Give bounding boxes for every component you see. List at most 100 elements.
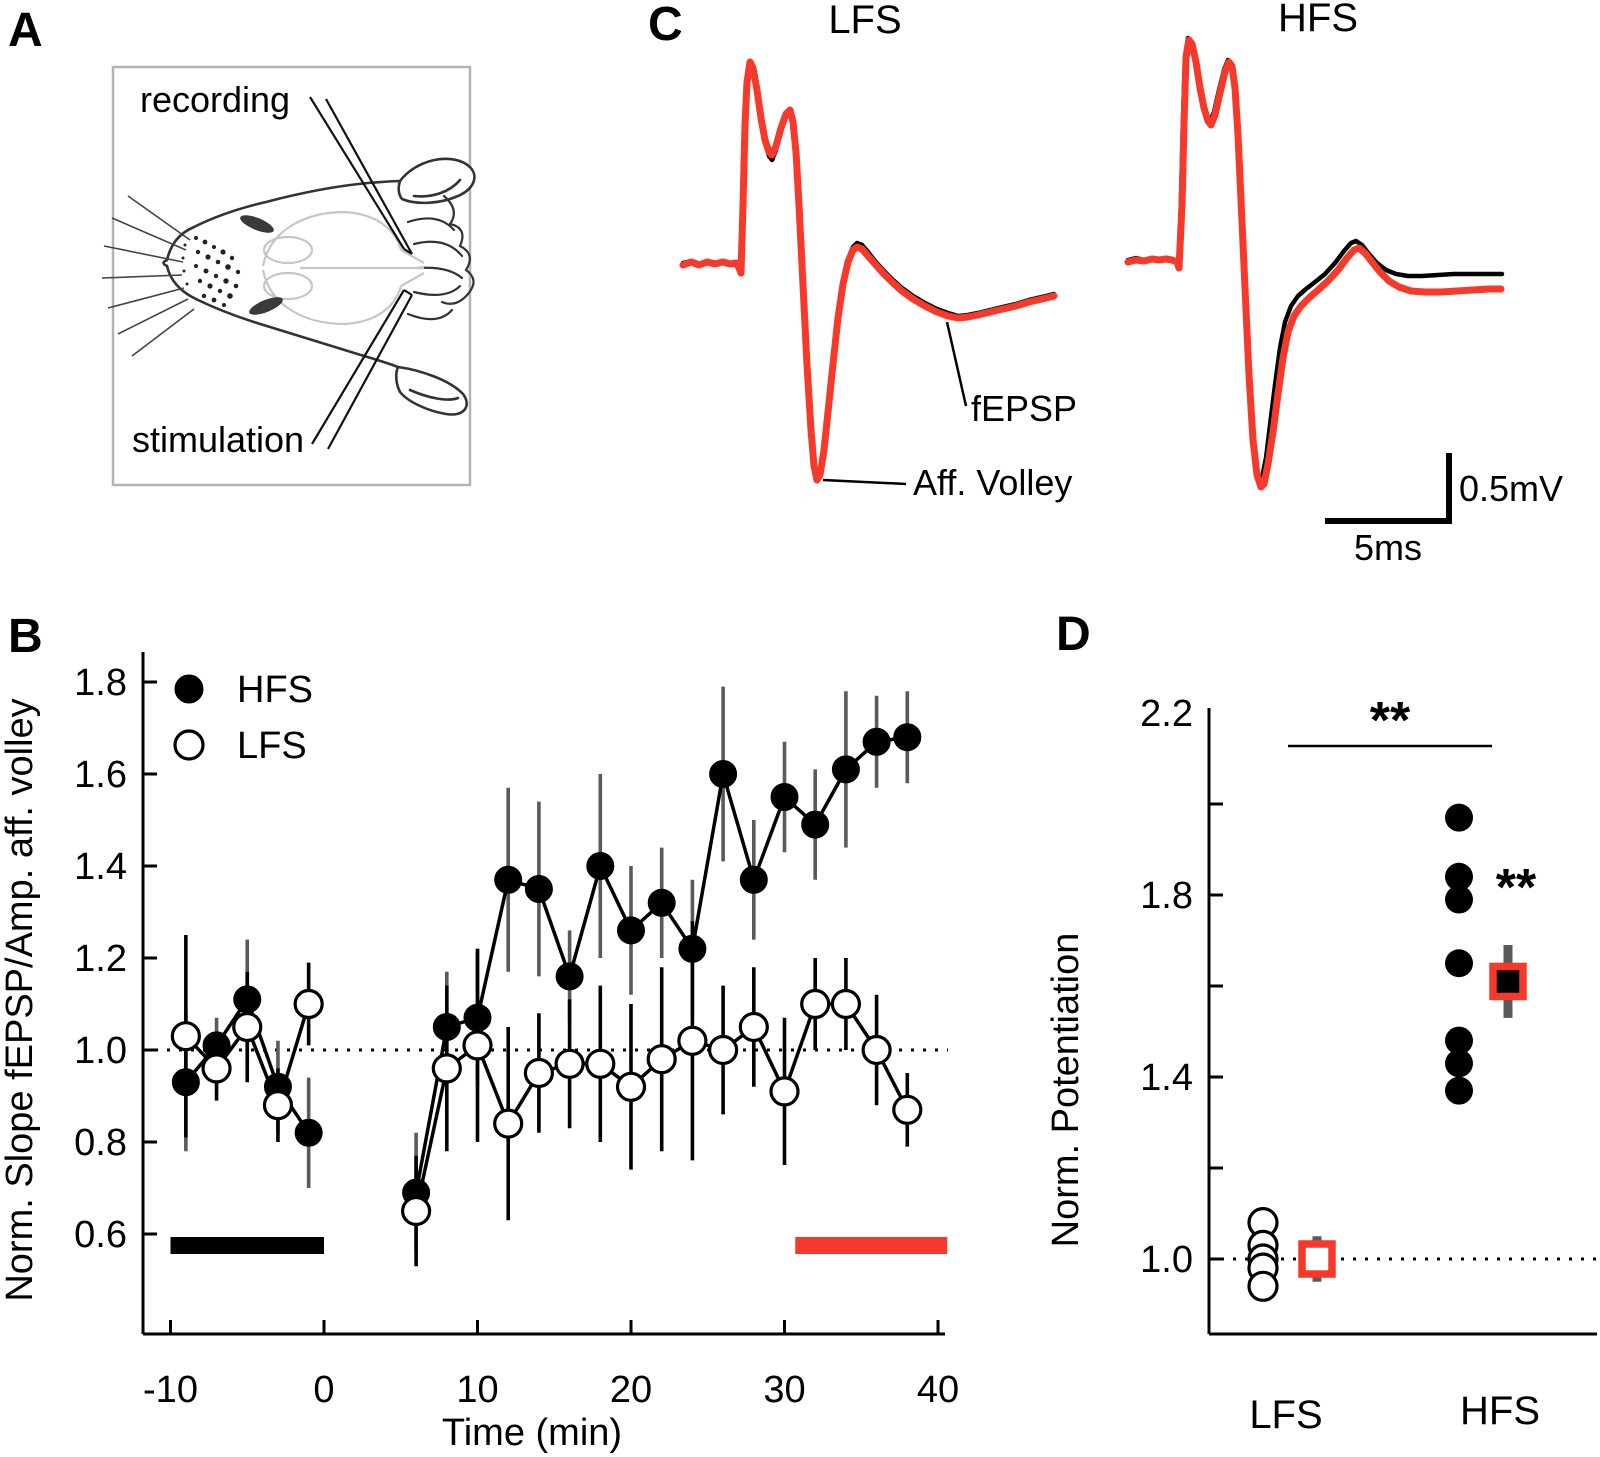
lfs-trace-title: LFS: [828, 0, 901, 42]
lfs-data-point: [493, 1108, 524, 1139]
lfs-data-point: [462, 1030, 493, 1061]
x-tick-label: -10: [143, 1369, 198, 1411]
hfs-data-point: [171, 1068, 200, 1097]
x-tick-label: 20: [610, 1369, 652, 1411]
hfs-data-point: [709, 760, 738, 788]
hfs-data-point: [770, 783, 799, 811]
aff-volley-pointer-line: [822, 478, 907, 486]
y-tick-label: 0.8: [74, 1122, 127, 1164]
panel-label-b: B: [8, 610, 43, 663]
head-outline-top: [165, 179, 402, 262]
eye-right-icon: [249, 297, 283, 315]
hfs-data-point: [739, 865, 768, 894]
brain-outline: [261, 210, 425, 326]
hfs-mean-marker: [1489, 962, 1527, 1001]
hfs-data-point: [555, 962, 584, 991]
y-tick-label: 1.0: [74, 1030, 127, 1072]
ear-top-icon: [397, 157, 476, 205]
hfs-data-point: [494, 865, 523, 894]
panel-a: recording stimulation: [101, 65, 476, 487]
scalebar-voltage-label: 0.5mV: [1459, 468, 1563, 509]
hfs-data-point: [524, 875, 553, 903]
panel-d-yaxis-label: Norm. Potentiation: [1045, 933, 1087, 1248]
panel-b-plot: 0.6 0.8 1.0 1.2 1.4 1.6 1.8 -10 0 10 20 30 40 HFS LFS: [74, 652, 959, 1411]
x-tick-label: 10: [456, 1369, 498, 1411]
aff-volley-label: Aff. Volley: [913, 462, 1072, 503]
lfs-data-point: [830, 988, 862, 1020]
ear-top-fold: [412, 178, 462, 198]
hfs-data-point: [1445, 803, 1473, 832]
lfs-data-point: [769, 1076, 800, 1107]
hfs-data-point: [1445, 1026, 1473, 1055]
lfs-data-point: [401, 1195, 432, 1227]
y-tick-label: 1.2: [74, 938, 127, 980]
lfs-data-point: [170, 1021, 201, 1052]
y-tick-label: 1.8: [1140, 875, 1193, 917]
hfs-data-point: [463, 1003, 492, 1032]
panel-label-d: D: [1056, 608, 1091, 661]
panel-b-xaxis-label: Time (min): [442, 1412, 622, 1454]
baseline-period-bar: [170, 1237, 324, 1254]
panel-d: 1.0 1.4 1.8 2.2 ** ** LFS HFS Norm. Potentiatio…: [1045, 692, 1597, 1437]
panel-label-a: A: [8, 4, 43, 57]
hfs-data-point: [294, 1118, 323, 1147]
legend-label-lfs: LFS: [237, 725, 307, 767]
hfs-data-point: [617, 916, 645, 945]
hfs-data-point: [1445, 949, 1473, 978]
hfs-data-point: [1445, 885, 1473, 914]
y-tick-label: 1.0: [1140, 1239, 1193, 1281]
y-tick-label: 0.6: [74, 1214, 127, 1256]
y-tick-label: 1.4: [74, 846, 127, 888]
lfs-data-point: [707, 1034, 739, 1066]
lfs-data-point: [892, 1094, 923, 1125]
y-tick-label: 1.8: [74, 662, 127, 704]
y-tick-label: 2.2: [1140, 693, 1193, 735]
hfs-data-point: [647, 888, 676, 917]
category-label-hfs: HFS: [1460, 1389, 1540, 1433]
panel-d-plot: 1.0 1.4 1.8 2.2 ** ** LFS HFS: [1140, 692, 1597, 1437]
lfs-data-point: [201, 1053, 232, 1084]
lfs-data-point: [523, 1057, 555, 1089]
lfs-mean-marker: [1298, 1240, 1336, 1278]
hfs-data-point: [586, 852, 615, 880]
lfs-data-point: [431, 1053, 462, 1084]
y-tick-label: 1.4: [1140, 1057, 1193, 1099]
legend-marker-lfs: [173, 729, 205, 761]
y-tick-label: 1.6: [74, 754, 127, 796]
legend-label-hfs: HFS: [237, 669, 313, 711]
stimulation-electrode-icon: [311, 289, 413, 450]
hfs-data-point: [831, 755, 860, 784]
ear-bottom-fold: [408, 388, 460, 401]
panel-c-traces: [679, 35, 1505, 491]
recording-label: recording: [140, 79, 290, 120]
eye-left-icon: [240, 215, 274, 233]
nose-outline: [162, 258, 169, 268]
fepsp-pointer-line: [945, 321, 968, 407]
post-period-bar: [795, 1237, 948, 1254]
lfs-data-point: [615, 1071, 647, 1102]
hfs-data-point: [432, 1013, 461, 1041]
lfs-post-trace: [679, 58, 1058, 484]
whiskers: [101, 195, 195, 357]
x-tick-label: 40: [917, 1369, 959, 1411]
ear-bottom-icon: [394, 365, 468, 416]
hfs-post-trace: [1124, 36, 1505, 491]
hfs-data-point: [1445, 862, 1473, 891]
lfs-data-point: [738, 1011, 769, 1043]
lfs-data-point: [861, 1034, 892, 1066]
lfs-data-point: [232, 1011, 263, 1043]
lfs-data-point: [262, 1090, 294, 1121]
mouse-head-drawing: [162, 157, 476, 416]
scalebar-time-label: 5ms: [1354, 527, 1422, 568]
lfs-data-point: [293, 988, 324, 1020]
x-tick-label: 30: [763, 1369, 805, 1411]
hfs-data-point: [893, 723, 922, 752]
hfs-data-point: [1445, 1049, 1473, 1078]
lfs-data-point: [800, 988, 831, 1020]
lfs-data-point: [677, 1025, 708, 1056]
panel-b-yaxis-label: Norm. Slope fEPSP/Amp. aff. volley: [0, 698, 41, 1301]
legend-marker-hfs: [174, 674, 204, 704]
hfs-data-point: [233, 985, 262, 1014]
